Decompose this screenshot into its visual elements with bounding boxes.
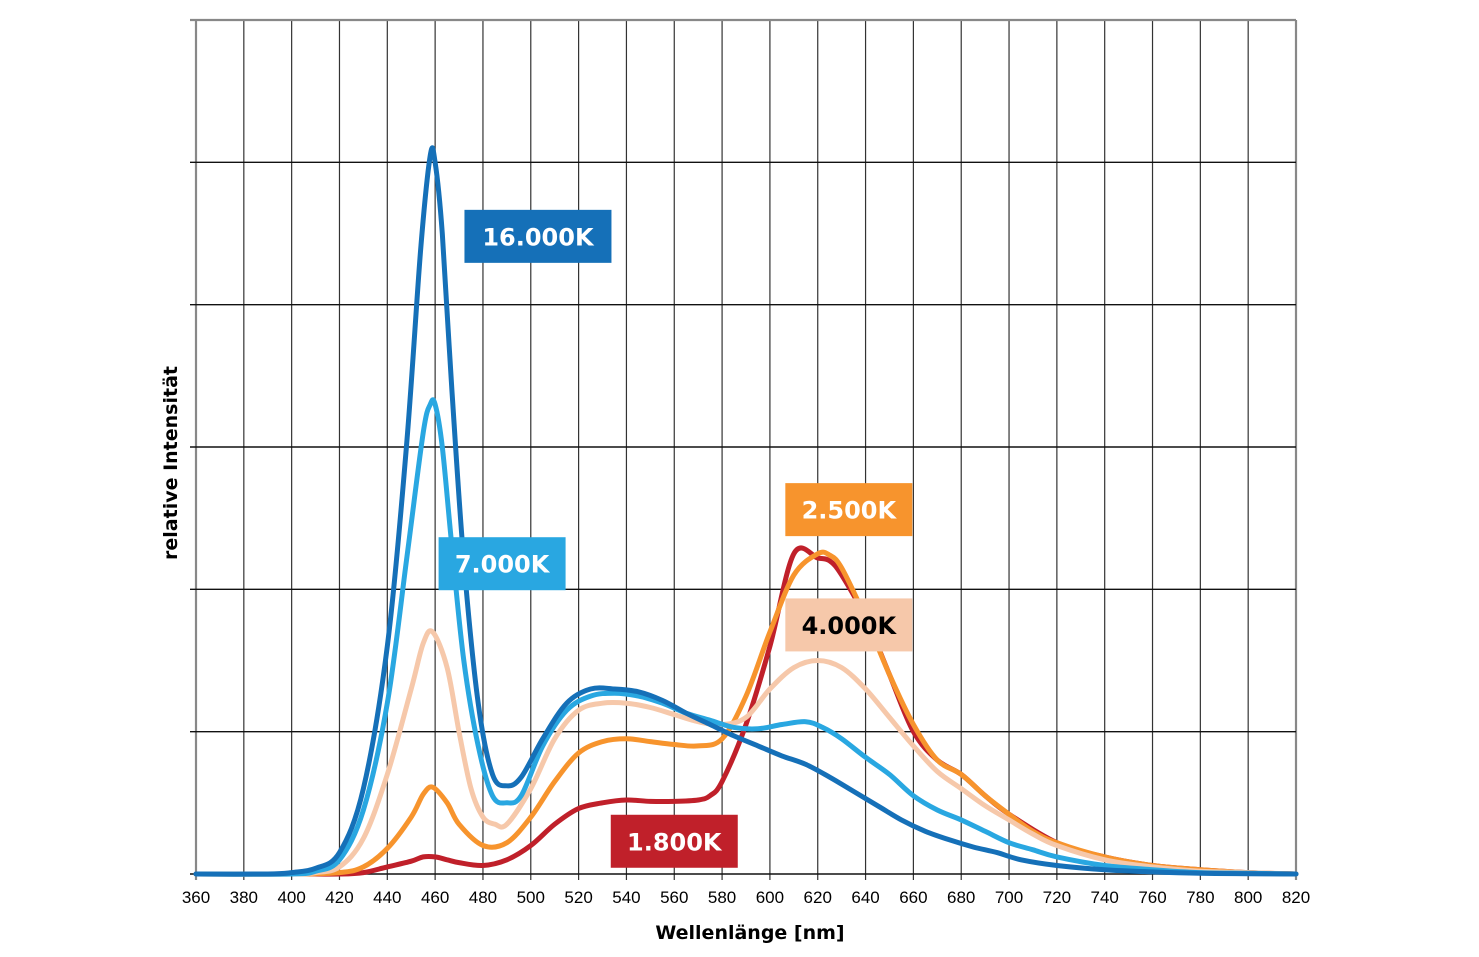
series-label-box [610, 814, 738, 868]
x-tick-label: 600 [756, 888, 784, 907]
x-tick-label: 380 [230, 888, 258, 907]
series-label-text: 16.000K [482, 223, 595, 251]
x-tick-label: 800 [1234, 888, 1262, 907]
x-tick-label: 460 [421, 888, 449, 907]
x-tick-label: 560 [660, 888, 688, 907]
x-tick-label: 620 [804, 888, 832, 907]
series-label-7000Kk: 7.000K [438, 537, 566, 591]
x-tick-label: 360 [182, 888, 210, 907]
series-label-text: 4.000K [802, 612, 898, 640]
x-tick-label: 700 [995, 888, 1023, 907]
series-label-text: 1.800K [627, 828, 723, 856]
series-label-text: 2.500K [802, 497, 898, 525]
x-tick-label: 420 [325, 888, 353, 907]
series-lines [193, 145, 1299, 877]
series-labels: 1.800K 2.500K 4.000K 7.000K 16.000K [438, 209, 913, 868]
series-label-16000Kk: 16.000K [464, 209, 612, 263]
series-line-16000Kk [193, 145, 1299, 877]
series-label-text: 7.000K [455, 551, 551, 579]
series-label-box [785, 483, 913, 537]
y-axis-title: relative Intensität [160, 366, 182, 560]
series-line-4000Kk [193, 628, 1299, 877]
x-tick-label: 480 [469, 888, 497, 907]
x-tick-labels: 360 380 400 420 440 460 480 500 520 540 560 580 600 6… [182, 888, 1310, 907]
x-tick-label: 520 [564, 888, 592, 907]
series-line-1800Kk [193, 545, 1299, 877]
series-line-7000Kk [193, 397, 1299, 877]
series-label-box [785, 598, 913, 652]
grid [190, 18, 1298, 880]
series-label-box [438, 537, 566, 591]
x-tick-label: 720 [1043, 888, 1071, 907]
x-axis-title: Wellenlänge [nm] [655, 922, 844, 944]
x-tick-label: 540 [612, 888, 640, 907]
series-label-1800Kk: 1.800K [610, 814, 738, 868]
x-tick-label: 760 [1138, 888, 1166, 907]
x-tick-label: 740 [1091, 888, 1119, 907]
series-label-2500Kk: 2.500K [785, 483, 913, 537]
x-tick-label: 440 [373, 888, 401, 907]
x-tick-label: 660 [899, 888, 927, 907]
x-tick-label: 580 [708, 888, 736, 907]
x-tick-label: 500 [517, 888, 545, 907]
x-tick-label: 820 [1282, 888, 1310, 907]
x-tick-label: 400 [277, 888, 305, 907]
series-line-2500Kk [193, 549, 1299, 877]
series-label-4000Kk: 4.000K [785, 598, 913, 652]
x-tick-label: 680 [947, 888, 975, 907]
x-tick-label: 640 [851, 888, 879, 907]
series-label-box [464, 209, 612, 263]
x-tick-label: 780 [1186, 888, 1214, 907]
